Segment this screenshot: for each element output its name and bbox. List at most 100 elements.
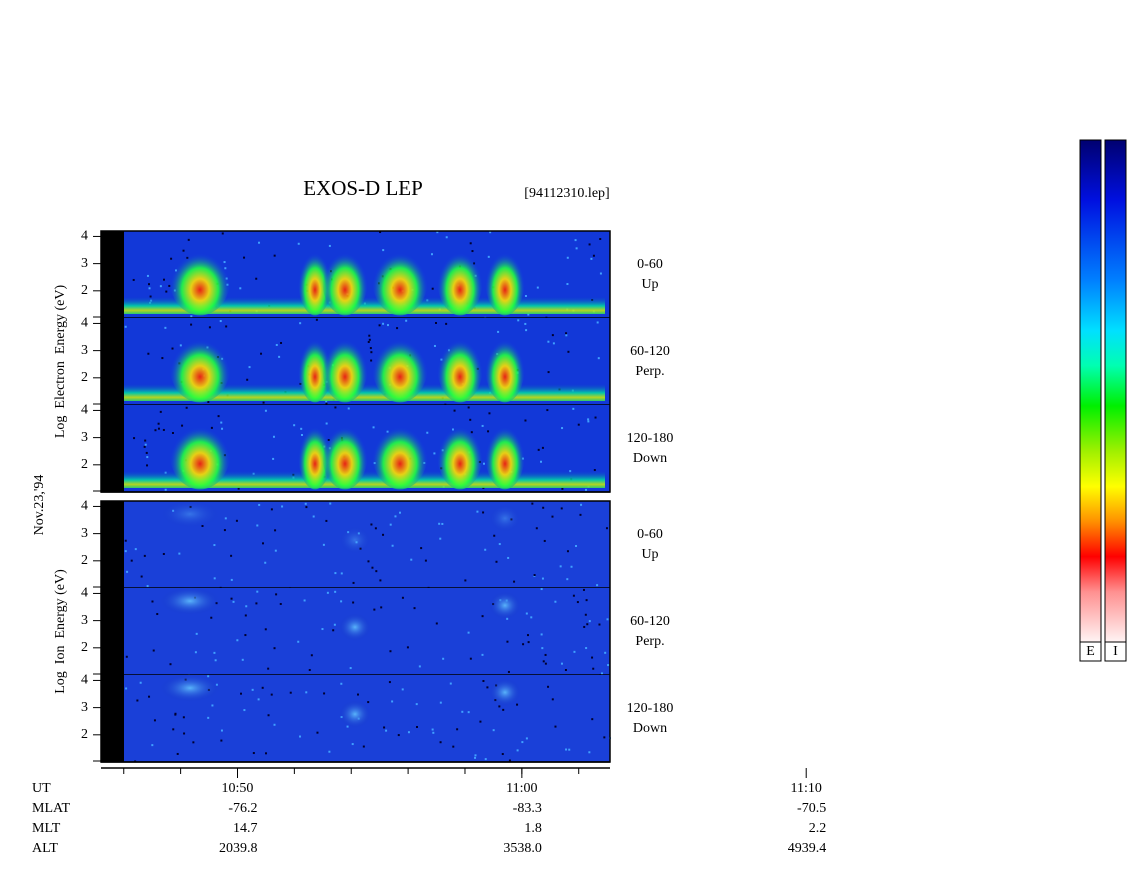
noise <box>579 513 582 516</box>
noise <box>599 238 602 241</box>
noise <box>379 579 382 582</box>
noise <box>547 340 550 343</box>
noise <box>146 456 149 459</box>
noise <box>134 548 137 551</box>
noise <box>592 254 595 257</box>
noise <box>588 243 591 246</box>
noise <box>270 693 273 696</box>
noise <box>436 231 439 234</box>
noise <box>434 321 437 324</box>
noise <box>297 640 300 643</box>
noise <box>577 423 580 426</box>
emission-burst <box>372 416 428 490</box>
noise <box>143 445 146 448</box>
noise <box>349 667 352 670</box>
emission-burst <box>485 242 525 316</box>
noise <box>566 256 569 259</box>
noise <box>590 257 593 260</box>
noise <box>143 554 146 557</box>
noise <box>132 278 135 281</box>
noise <box>174 712 177 715</box>
y-tick-label: 3 <box>81 430 88 445</box>
noise <box>420 547 423 550</box>
noise <box>369 347 372 350</box>
noise <box>178 552 181 555</box>
noise <box>148 287 151 290</box>
y-tick-label: 2 <box>81 370 88 385</box>
group-frame <box>100 500 611 763</box>
ephemeris-value: 3538.0 <box>503 841 542 856</box>
noise <box>334 406 337 409</box>
noise <box>230 597 233 600</box>
noise <box>325 422 328 425</box>
noise <box>165 290 168 293</box>
y-tick-label: 3 <box>81 613 88 628</box>
noise <box>467 631 470 634</box>
noise <box>293 424 296 427</box>
y-tick-label: 2 <box>81 283 88 298</box>
noise <box>585 647 588 650</box>
panel-range: 120-180 <box>627 431 674 446</box>
ephemeris-label: ALT <box>32 841 58 856</box>
noise <box>396 327 399 330</box>
noise <box>585 599 588 602</box>
noise <box>461 710 464 713</box>
noise <box>232 600 235 603</box>
noise <box>213 651 216 654</box>
noise <box>164 488 167 491</box>
noise <box>542 660 545 663</box>
noise <box>565 748 568 751</box>
noise <box>221 232 224 235</box>
noise <box>430 253 433 256</box>
noise <box>560 662 563 665</box>
noise <box>281 505 284 508</box>
color-bar-label-box <box>1079 641 1102 662</box>
noise <box>370 351 373 354</box>
noise <box>347 407 350 410</box>
panel-direction: Down <box>633 721 667 736</box>
noise <box>367 701 370 704</box>
noise <box>416 725 419 728</box>
noise <box>304 502 307 505</box>
noise <box>183 732 186 735</box>
noise <box>340 600 343 603</box>
noise <box>424 559 427 562</box>
noise <box>474 756 477 759</box>
y-axis-label: Log Ion Energy (eV) <box>53 569 68 694</box>
noise <box>272 435 275 438</box>
noise <box>598 623 601 626</box>
noise <box>527 641 530 644</box>
noise <box>332 629 335 632</box>
noise <box>248 366 251 369</box>
emission-burst <box>169 416 231 490</box>
panel-range: 120-180 <box>627 701 674 716</box>
y-tick-label: 3 <box>81 343 88 358</box>
noise <box>312 515 315 518</box>
noise <box>606 618 609 621</box>
noise <box>316 731 319 734</box>
noise <box>605 527 608 530</box>
noise <box>289 691 292 694</box>
noise <box>220 739 223 742</box>
noise <box>456 728 459 731</box>
noise <box>547 371 550 374</box>
noise <box>566 578 569 581</box>
noise <box>401 596 404 599</box>
noise <box>133 437 136 440</box>
noise <box>544 662 547 665</box>
color-bar <box>1104 139 1127 643</box>
noise <box>525 612 528 615</box>
noise <box>182 716 185 719</box>
noise <box>565 332 568 335</box>
emission-burst <box>298 416 332 490</box>
noise <box>401 688 404 691</box>
noise <box>449 682 452 685</box>
emission-burst <box>169 329 231 403</box>
data-gap <box>101 231 124 318</box>
noise <box>308 668 311 671</box>
y-tick-label: 4 <box>81 499 88 514</box>
noise <box>169 663 172 666</box>
noise <box>328 750 331 753</box>
noise <box>582 588 585 591</box>
